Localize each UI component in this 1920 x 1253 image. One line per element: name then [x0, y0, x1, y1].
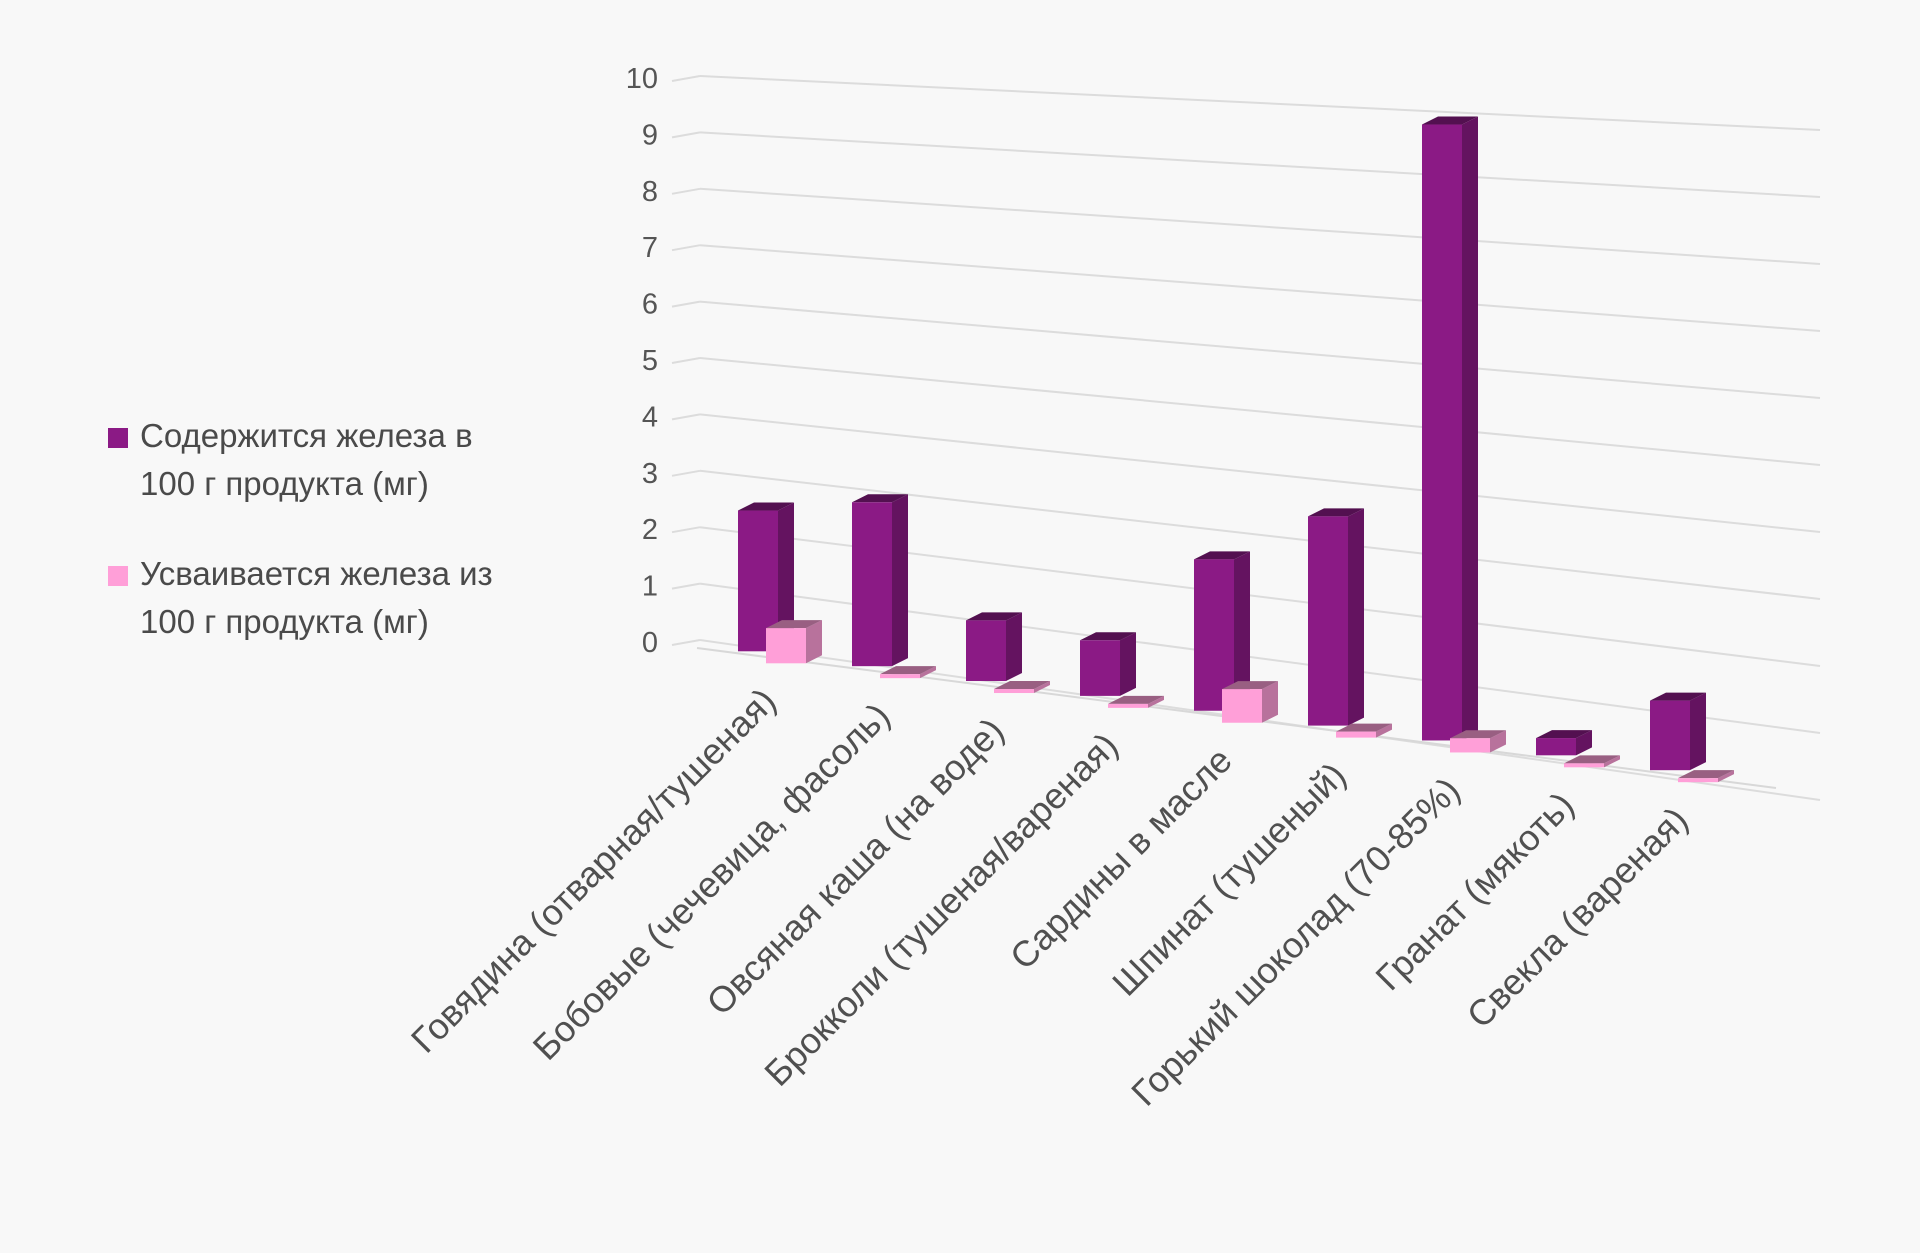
bar-series1-6-top: [1308, 508, 1364, 517]
legend-label-iron-content-line-2: 100 г продукта (мг): [140, 465, 429, 502]
bar-series1-3-top: [966, 612, 1022, 621]
bar-series1-8-front: [1536, 738, 1576, 756]
bar-series2-5-top: [1222, 681, 1278, 690]
y-tick-label: 7: [642, 232, 658, 264]
legend-entry-iron-content: Содержится железа в 100 г продукта (мг): [108, 412, 578, 508]
y-gridline-connector: [671, 526, 701, 534]
bar-series2-3-top: [994, 681, 1050, 690]
bar-series2-6-front: [1336, 731, 1376, 738]
bar-series2-4-side: [1148, 695, 1164, 708]
y-gridline-connector: [671, 582, 701, 590]
y-tick-label: 4: [642, 401, 658, 433]
y-tick-label: 3: [642, 458, 658, 490]
y-tick-label: 0: [642, 627, 658, 659]
bar-series1-3-front: [966, 620, 1006, 682]
y-gridline-connector: [671, 413, 701, 421]
x-tick-label: Свекла (вареная): [1459, 799, 1696, 1036]
y-gridline-connector: [671, 131, 701, 139]
y-tick-label: 8: [642, 176, 658, 208]
bar-series1-1-top: [738, 502, 794, 511]
bar-series2-6-top: [1336, 723, 1392, 732]
y-tick-label: 5: [642, 345, 658, 377]
bar-series1-7-side: [1462, 116, 1478, 741]
y-gridline: [699, 131, 1821, 198]
legend-swatch-iron-content: [108, 428, 128, 448]
bar-series2-1-side: [806, 620, 822, 664]
legend-label-iron-content-line-1: Содержится железа в: [140, 417, 473, 454]
bar-series1-4-side: [1120, 632, 1136, 696]
legend-label-iron-absorbed-line-1: Усваивается железа из: [140, 555, 493, 592]
bar-series1-2-top: [852, 494, 908, 503]
bar-series1-8-side: [1576, 730, 1592, 756]
bar-series1-9-front: [1650, 700, 1690, 771]
bar-series2-8-top: [1564, 755, 1620, 764]
bar-series1-4-top: [1080, 632, 1136, 641]
bar-series2-5-front: [1222, 689, 1262, 723]
bar-series1-7-front: [1422, 124, 1462, 741]
y-tick-label: 9: [642, 119, 658, 151]
bar-series2-4-front: [1108, 703, 1148, 708]
bar-series1-4-front: [1080, 640, 1120, 696]
legend-entry-iron-absorbed: Усваивается железа из 100 г продукта (мг…: [108, 550, 578, 646]
y-gridline: [699, 187, 1821, 265]
bar-series2-2-front: [880, 674, 920, 679]
y-gridline: [699, 75, 1821, 131]
y-gridline: [699, 469, 1821, 600]
bar-series1-1-side: [778, 502, 794, 652]
y-tick-label: 2: [642, 514, 658, 546]
bar-series1-9-side: [1690, 692, 1706, 771]
bar-series2-1-top: [766, 620, 822, 629]
bar-series2-6-side: [1376, 723, 1392, 738]
bar-series2-3-front: [994, 689, 1034, 694]
y-tick-label: 10: [626, 63, 658, 95]
bar-series2-2-top: [880, 666, 936, 675]
bar-series2-2-side: [920, 666, 936, 679]
bar-series2-9-top: [1678, 770, 1734, 779]
bar-series2-1-front: [766, 628, 806, 664]
bar-series1-6-side: [1348, 508, 1364, 726]
bar-series2-7-front: [1450, 738, 1490, 753]
bar-series2-5-side: [1262, 681, 1278, 723]
y-gridline-connector: [671, 357, 701, 364]
bar-series1-7-top: [1422, 116, 1478, 125]
legend-swatch-iron-absorbed: [108, 566, 128, 586]
y-gridline: [699, 357, 1821, 466]
bar-series1-2-side: [892, 494, 908, 667]
bar-series1-9-top: [1650, 692, 1706, 701]
legend-label-iron-absorbed-line-2: 100 г продукта (мг): [140, 603, 429, 640]
bar-series2-3-side: [1034, 681, 1050, 694]
bar-series2-7-side: [1490, 730, 1506, 753]
bar-series1-5-side: [1234, 551, 1250, 711]
bar-series1-5-top: [1194, 551, 1250, 560]
bar-series2-9-side: [1718, 770, 1734, 783]
bar-series1-6-front: [1308, 516, 1348, 726]
bar-series1-2-front: [852, 502, 892, 667]
legend: Содержится железа в 100 г продукта (мг) …: [108, 412, 578, 688]
bar-series2-8-side: [1604, 755, 1620, 768]
bar-series1-8-top: [1536, 730, 1592, 739]
y-gridline-connector: [671, 469, 701, 477]
bar-series2-7-top: [1450, 730, 1506, 739]
y-gridline: [699, 300, 1821, 399]
y-gridline-connector: [671, 300, 701, 308]
y-gridline: [699, 413, 1821, 533]
x-tick-label: Шпинат (тушеный): [1104, 754, 1353, 1003]
y-gridline-connector: [671, 244, 701, 252]
y-gridline-connector: [671, 187, 701, 195]
bar-series1-3-side: [1006, 612, 1022, 682]
bar-series1-5-front: [1194, 559, 1234, 711]
bar-series2-8-front: [1564, 763, 1604, 768]
x-tick-label: Сардины в масле: [1002, 739, 1240, 977]
y-gridline: [699, 244, 1821, 332]
y-gridline-connector: [671, 639, 701, 646]
y-tick-label: 6: [642, 289, 658, 321]
bar-series2-9-front: [1678, 778, 1718, 783]
y-tick-label: 1: [642, 571, 658, 603]
bar-series2-4-top: [1108, 695, 1164, 704]
y-gridline-connector: [671, 75, 701, 82]
